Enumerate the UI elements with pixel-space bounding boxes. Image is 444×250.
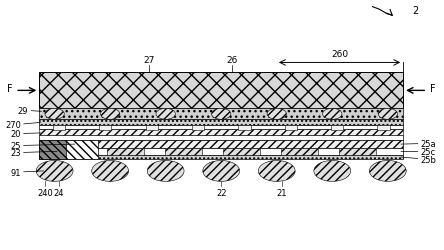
Text: 25c: 25c bbox=[401, 148, 436, 157]
Text: 21: 21 bbox=[277, 188, 287, 197]
Circle shape bbox=[147, 161, 184, 182]
Text: 240: 240 bbox=[37, 188, 53, 197]
Bar bbox=[165, 148, 202, 155]
Text: 29: 29 bbox=[18, 106, 41, 115]
Bar bbox=[53, 126, 65, 131]
Bar bbox=[238, 126, 250, 131]
Bar bbox=[99, 126, 111, 131]
Bar bbox=[39, 141, 99, 160]
Bar bbox=[192, 126, 204, 131]
Bar bbox=[107, 148, 144, 155]
Circle shape bbox=[92, 161, 129, 182]
Bar bbox=[39, 135, 403, 141]
Circle shape bbox=[156, 109, 175, 120]
Text: 270: 270 bbox=[5, 121, 40, 130]
Circle shape bbox=[203, 161, 240, 182]
Circle shape bbox=[323, 109, 342, 120]
Bar bbox=[39, 126, 403, 130]
Circle shape bbox=[267, 109, 286, 120]
Bar bbox=[281, 148, 318, 155]
Bar bbox=[285, 126, 297, 131]
Text: 23: 23 bbox=[10, 148, 57, 158]
Text: 91: 91 bbox=[10, 168, 44, 177]
Bar bbox=[39, 130, 403, 135]
Text: 25: 25 bbox=[10, 142, 75, 150]
Bar bbox=[39, 148, 403, 155]
Text: 20: 20 bbox=[10, 130, 40, 139]
Bar bbox=[377, 126, 389, 131]
Circle shape bbox=[314, 161, 351, 182]
Bar bbox=[39, 155, 403, 160]
Text: F: F bbox=[430, 84, 436, 94]
Text: 22: 22 bbox=[216, 188, 226, 197]
Bar bbox=[39, 120, 403, 126]
Bar bbox=[39, 109, 403, 120]
Text: 25b: 25b bbox=[401, 156, 436, 164]
Circle shape bbox=[45, 109, 64, 120]
Text: F: F bbox=[7, 84, 12, 94]
Text: 26: 26 bbox=[226, 56, 238, 65]
Circle shape bbox=[258, 161, 295, 182]
Circle shape bbox=[211, 109, 231, 120]
Text: 27: 27 bbox=[143, 56, 155, 65]
Bar bbox=[39, 141, 66, 160]
Bar bbox=[146, 126, 158, 131]
Text: 25a: 25a bbox=[401, 139, 436, 148]
Circle shape bbox=[378, 109, 397, 120]
Bar bbox=[39, 73, 403, 109]
Bar bbox=[223, 148, 260, 155]
Circle shape bbox=[36, 161, 73, 182]
Bar bbox=[339, 148, 376, 155]
Circle shape bbox=[100, 109, 120, 120]
Bar bbox=[39, 141, 403, 148]
Bar bbox=[331, 126, 343, 131]
Text: 260: 260 bbox=[331, 50, 348, 59]
Text: 24: 24 bbox=[54, 188, 64, 197]
Circle shape bbox=[369, 161, 406, 182]
Text: 2: 2 bbox=[412, 6, 418, 16]
